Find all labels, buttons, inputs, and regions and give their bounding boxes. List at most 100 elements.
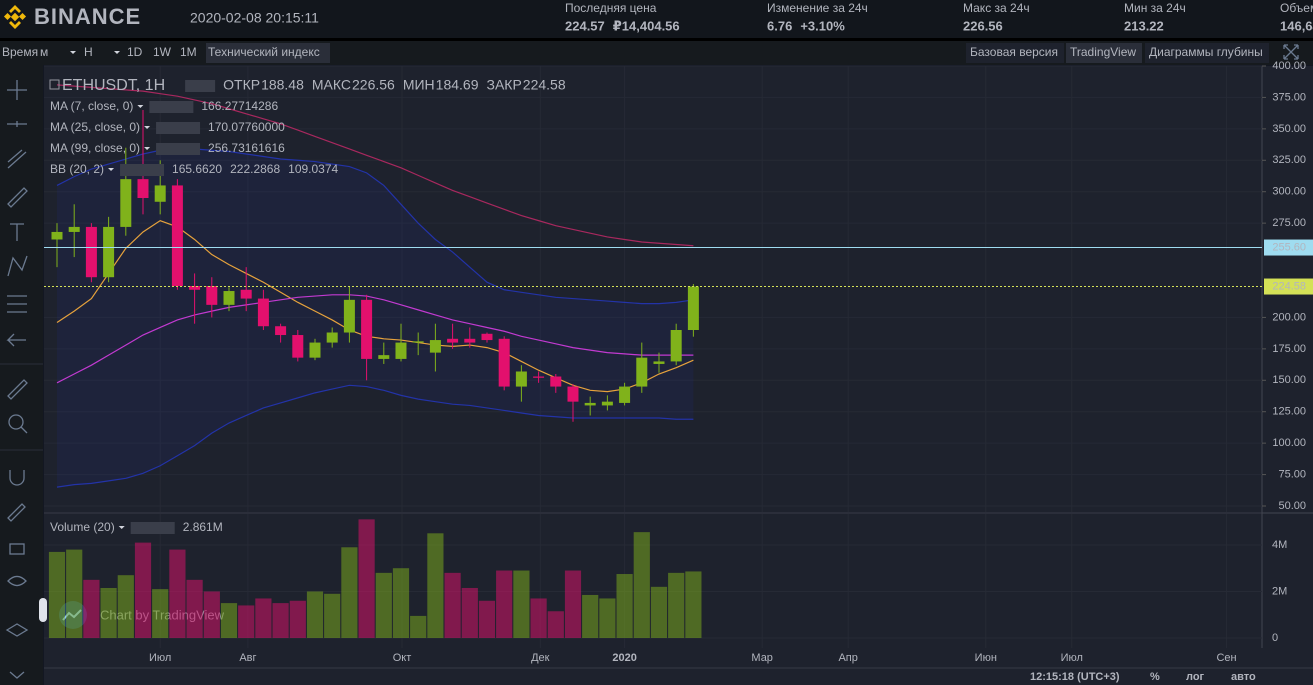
stat-label: Макс за 24ч: [963, 1, 1030, 15]
logo-text[interactable]: BINANCE: [34, 4, 141, 29]
dropdown-arrow[interactable]: [108, 168, 115, 171]
candle-body: [240, 289, 252, 299]
indicator-name: MA (25, close, 0): [50, 120, 140, 134]
indicator-icons[interactable]: [156, 122, 201, 134]
view-tab[interactable]: [1066, 43, 1142, 63]
volume-bar: [306, 591, 324, 638]
drawing-tools[interactable]: [5, 80, 29, 679]
toolbar-button-label[interactable]: 1M: [180, 45, 197, 59]
legend-icons[interactable]: [185, 80, 216, 92]
x-tick-label: Сен: [1216, 652, 1236, 664]
volume-bar: [48, 551, 66, 638]
stat-value: 6.76: [767, 18, 792, 33]
view-tab[interactable]: [966, 43, 1064, 63]
candle-body: [567, 386, 579, 402]
candle-body: [137, 179, 149, 198]
time-axis: [44, 648, 1313, 685]
ohlc-value: 226.56: [352, 77, 395, 93]
toolbar-button-label[interactable]: 1D: [127, 45, 143, 59]
candle-body: [51, 231, 63, 240]
bollinger-lower: [56, 384, 694, 488]
dropdown-arrow[interactable]: [114, 51, 120, 54]
price-label-box: [1264, 278, 1313, 295]
candle-body: [189, 286, 201, 290]
indicator-icons[interactable]: [130, 522, 175, 534]
toolbar-button[interactable]: [206, 43, 330, 63]
toolbar-button-label[interactable]: Н: [84, 45, 93, 59]
indicator-icons[interactable]: [156, 143, 201, 155]
collapse-icon[interactable]: [49, 79, 60, 90]
volume-bar: [616, 574, 633, 638]
dropdown-arrow[interactable]: [137, 105, 144, 108]
logo-mark[interactable]: [3, 5, 27, 29]
candle-body: [498, 338, 510, 387]
view-tab-label[interactable]: Базовая версия: [970, 45, 1058, 59]
candle-body: [653, 361, 665, 364]
candle-body: [326, 332, 338, 343]
indicator-name: BB (20, 2): [50, 162, 104, 176]
candle-body: [481, 333, 493, 341]
toolbar-button-label[interactable]: Время: [2, 45, 38, 59]
indicator-value: 109.0374: [288, 162, 338, 176]
toolbar-button-label[interactable]: м: [40, 45, 48, 59]
volume-bar: [633, 532, 650, 638]
candle-body: [533, 376, 545, 378]
header-bar: [0, 0, 1313, 38]
volume-bar: [117, 575, 134, 638]
toolbar-button-label[interactable]: Технический индекс: [208, 45, 320, 59]
stat-value: ₽14,404.56: [613, 18, 680, 33]
dropdown-arrow[interactable]: [144, 126, 151, 129]
volume-bar: [547, 611, 564, 638]
moving-average: [56, 294, 694, 384]
volume-bar: [513, 570, 530, 638]
candle-body: [154, 185, 166, 202]
scale-button[interactable]: лог: [1186, 671, 1205, 683]
view-tab-label[interactable]: TradingView: [1070, 45, 1136, 59]
collapse-handle[interactable]: [39, 598, 47, 622]
volume-bar: [341, 547, 358, 638]
toolbar-button-label[interactable]: 1W: [153, 45, 172, 59]
candle-body: [275, 326, 287, 336]
indicator-icons[interactable]: [149, 101, 194, 113]
scale-button[interactable]: авто: [1231, 671, 1256, 683]
stat-value: +3.10%: [800, 18, 845, 33]
volume-bar: [358, 519, 375, 638]
volume-bar: [255, 598, 272, 638]
price-pane: [44, 66, 1262, 512]
x-tick-label: Июн: [975, 652, 997, 664]
candle-body: [361, 299, 373, 359]
indicator-value: 170.07760000: [208, 120, 285, 134]
price-label: 255.60: [1272, 241, 1306, 253]
view-tab-label[interactable]: Диаграммы глубины: [1149, 45, 1263, 59]
indicator-value: 165.6620: [172, 162, 222, 176]
volume-bar: [478, 600, 496, 638]
candle-body: [429, 340, 441, 353]
ohlc-value: 224.58: [523, 77, 566, 93]
volume-bar: [685, 571, 702, 638]
dropdown-arrow[interactable]: [144, 147, 151, 150]
y-tick-label: 350.00: [1272, 123, 1306, 135]
view-tab[interactable]: [1145, 43, 1269, 63]
volume-bar: [599, 598, 616, 638]
indicator-name: MA (99, close, 0): [50, 141, 140, 155]
volume-bar: [427, 533, 444, 638]
dropdown-arrow[interactable]: [118, 526, 125, 529]
y-tick-label: 150.00: [1272, 374, 1306, 386]
candle-body: [257, 298, 269, 327]
candle-body: [292, 335, 304, 358]
volume-bar: [668, 572, 685, 638]
indicator-icons[interactable]: [120, 164, 165, 176]
indicator-value: 222.2868: [230, 162, 280, 176]
ohlc-label: ОТКР: [223, 77, 260, 93]
volume-bar: [650, 586, 668, 638]
volume-tick-label: 0: [1272, 632, 1278, 644]
moving-average: [56, 84, 694, 247]
price-label-box: [1264, 239, 1313, 256]
scale-button[interactable]: %: [1150, 671, 1160, 683]
candle-body: [687, 286, 699, 330]
dropdown-arrow[interactable]: [70, 51, 76, 54]
candle-body: [601, 401, 613, 406]
fullscreen-button[interactable]: [1283, 44, 1299, 60]
candle-body: [171, 185, 183, 286]
volume-bar: [582, 594, 599, 638]
